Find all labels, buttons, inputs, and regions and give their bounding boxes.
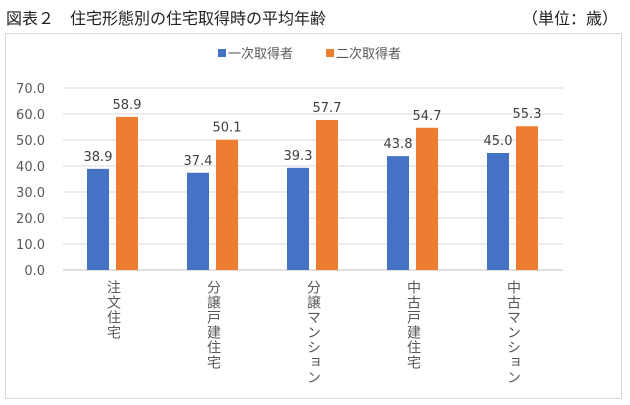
- x-tick-label: 分譲戸建住宅: [205, 280, 221, 370]
- y-tick-label: 70.0: [16, 82, 45, 97]
- bar-second: [216, 139, 238, 270]
- x-tick-label: 注文住宅: [105, 280, 121, 340]
- x-tick-label: 中古戸建住宅: [405, 280, 421, 370]
- legend-label: 二次取得者: [336, 46, 401, 62]
- y-tick-label: 40.0: [16, 160, 45, 175]
- data-label: 37.4: [184, 154, 213, 169]
- bar-second: [416, 127, 438, 270]
- bar-first: [487, 153, 509, 270]
- legend-swatch: [218, 49, 226, 57]
- data-label: 38.9: [84, 150, 113, 165]
- y-tick-label: 60.0: [16, 108, 45, 123]
- y-tick-label: 30.0: [16, 186, 45, 201]
- y-tick-label: 10.0: [16, 238, 45, 253]
- bar-first: [287, 167, 309, 270]
- x-tick-label: 中古マンション: [505, 280, 521, 385]
- data-label: 54.7: [413, 109, 442, 124]
- data-label: 43.8: [384, 137, 413, 152]
- bar-second: [516, 126, 538, 270]
- data-label: 58.9: [113, 98, 142, 113]
- x-tick-label: 分譲マンション: [305, 280, 321, 385]
- legend-swatch: [326, 49, 334, 57]
- legend-label: 一次取得者: [228, 46, 293, 62]
- data-label: 50.1: [213, 121, 242, 136]
- data-label: 39.3: [284, 149, 313, 164]
- bar-first: [387, 156, 409, 270]
- data-label: 57.7: [313, 101, 342, 116]
- bar-first: [87, 168, 109, 270]
- y-tick-label: 50.0: [16, 134, 45, 149]
- bar-second: [316, 119, 338, 270]
- unit-label: （単位：歳）: [521, 9, 618, 28]
- y-tick-label: 0.0: [24, 264, 45, 279]
- chart-title: 図表２ 住宅形態別の住宅取得時の平均年齢: [6, 9, 327, 28]
- chart-frame: [5, 33, 622, 399]
- data-label: 45.0: [484, 134, 513, 149]
- bar-second: [116, 116, 138, 270]
- data-label: 55.3: [513, 107, 542, 122]
- y-tick-label: 20.0: [16, 212, 45, 227]
- bar-first: [187, 172, 209, 270]
